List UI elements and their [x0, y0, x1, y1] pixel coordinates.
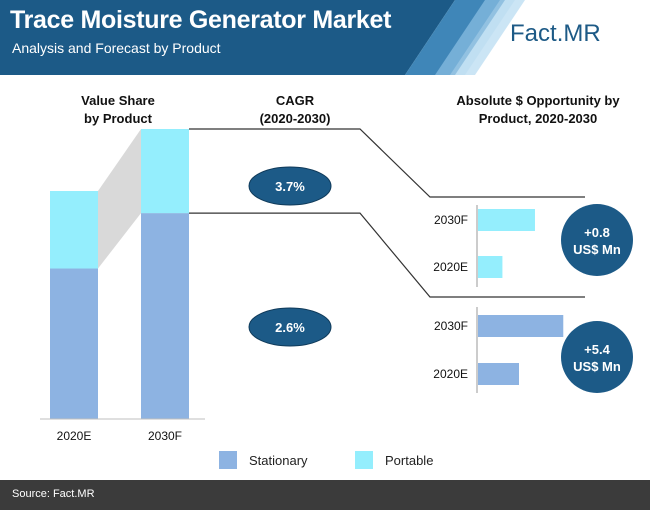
opportunity-bubble-label-portable-0: +0.8: [584, 225, 610, 240]
bar-2020e-portable: [50, 191, 98, 269]
cagr-bubble-portable: [248, 166, 332, 206]
source-note: Source: Fact.MR: [12, 488, 95, 500]
bar-2030f-portable: [141, 129, 189, 214]
opportunity-bar-portable-2030f: [478, 209, 535, 231]
opportunity-bubble-label-portable-1: US$ Mn: [573, 242, 621, 257]
page-subtitle: Analysis and Forecast by Product: [12, 40, 221, 56]
opportunity-tick-stationary-2020e: 2020E: [433, 367, 468, 381]
opportunity-bar-portable-2020e: [478, 256, 503, 278]
value-share-tick-2030f: 2030F: [148, 429, 182, 443]
opportunity-bubble-stationary: [561, 321, 633, 393]
header-banner: Trace Moisture Generator Market Analysis…: [0, 0, 650, 75]
bar-2020e-stationary: [50, 268, 98, 419]
connector-line-portable: [189, 128, 585, 198]
opportunity-tick-portable-2020e: 2020E: [433, 260, 468, 274]
opportunity-bubble-portable: [561, 204, 633, 276]
legend-item-portable: Portable: [355, 451, 433, 469]
cagr-label-stationary: 2.6%: [275, 320, 305, 335]
logo-main: Fact: [510, 20, 557, 47]
connector-line-stationary: [189, 212, 585, 298]
logo-dot: .: [556, 20, 564, 47]
bar-2030f-stationary: [141, 213, 189, 419]
legend-label-portable: Portable: [385, 452, 434, 468]
page-title: Trace Moisture Generator Market: [10, 6, 392, 34]
legend-swatch-portable: [355, 451, 373, 469]
opportunity-heading: Absolute $ Opportunity by Product, 2020-…: [456, 93, 620, 126]
value-share-heading: Value Share by Product: [81, 93, 155, 126]
cagr-heading: CAGR (2020-2030): [259, 93, 331, 126]
cagr-label-portable: 3.7%: [275, 179, 305, 194]
cagr-bubble-stationary: [248, 307, 332, 347]
opportunity-tick-stationary-2030f: 2030F: [434, 319, 468, 333]
header-background: [0, 0, 525, 75]
legend-item-stationary: Stationary: [219, 451, 308, 469]
header-stripe-3: [455, 0, 525, 75]
opportunity-bar-stationary-2030f: [478, 315, 564, 337]
opportunity-bubble-label-stationary-1: US$ Mn: [573, 359, 621, 374]
factmr-logo: Fact.MR: [510, 20, 601, 48]
value-share-tick-2020e: 2020E: [57, 429, 92, 443]
opportunity-bar-stationary-2020e: [478, 363, 519, 385]
header-dark-band: [0, 0, 455, 75]
chart-canvas: 2020E 2030F 3.7% 2.6% 2030F 2020E +0.8 US$ Mn 20…: [40, 128, 633, 443]
logo-suffix: MR: [563, 20, 601, 47]
legend-label-stationary: Stationary: [249, 452, 308, 468]
opportunity-tick-portable-2030f: 2030F: [434, 213, 468, 227]
legend-swatch-stationary: [219, 451, 237, 469]
footer-bar: Source: Fact.MR: [0, 480, 650, 510]
opportunity-bubble-label-stationary-0: +5.4: [584, 342, 610, 357]
value-share-connector: [98, 129, 141, 269]
